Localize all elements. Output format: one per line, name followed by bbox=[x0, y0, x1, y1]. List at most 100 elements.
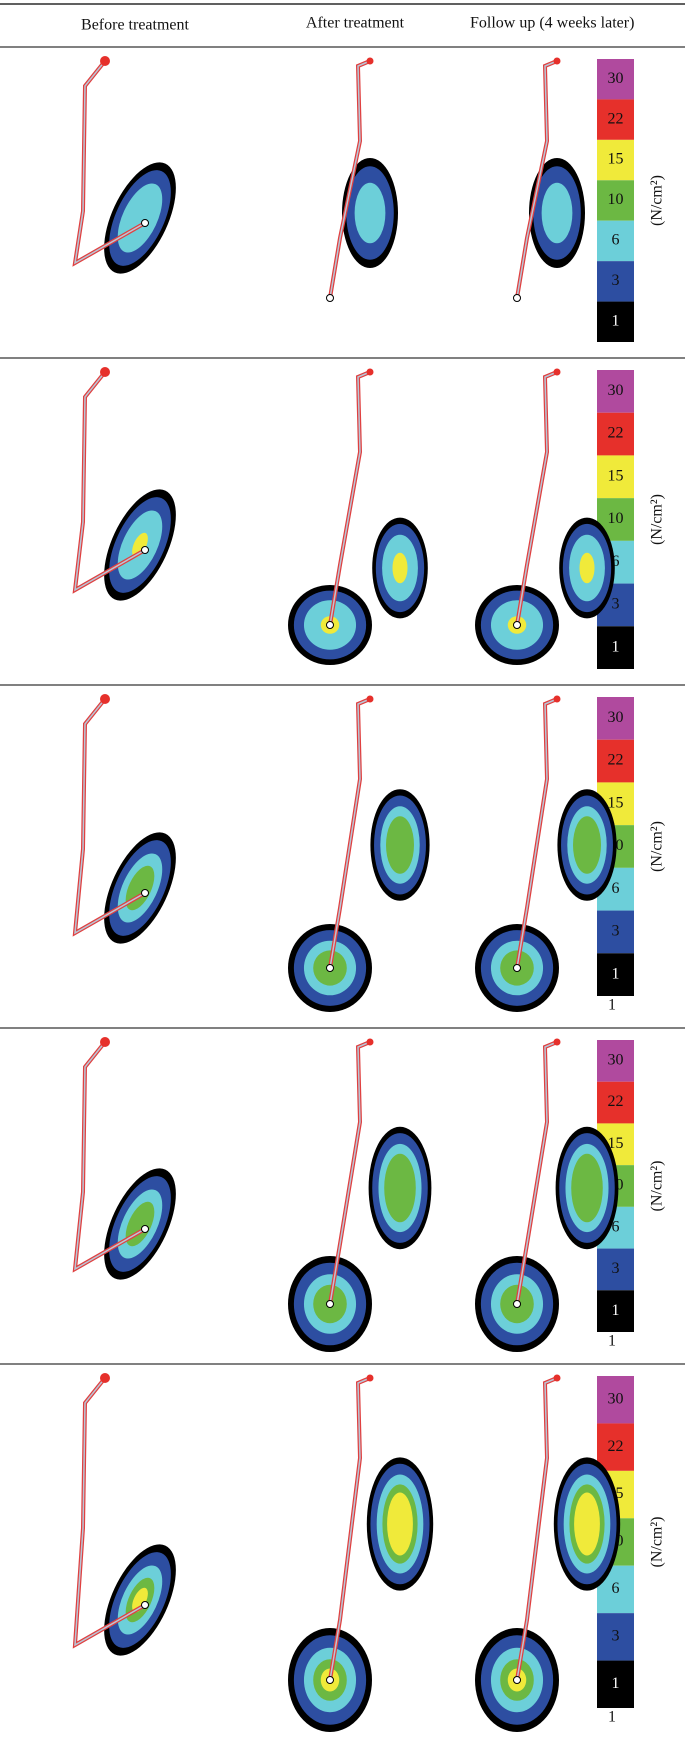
scale-swatch bbox=[597, 697, 634, 740]
scale-swatch bbox=[597, 370, 634, 413]
pressure-region bbox=[579, 552, 595, 584]
scale-label: 1 bbox=[612, 312, 620, 329]
trajectory-end bbox=[141, 219, 149, 227]
footprint bbox=[475, 1038, 619, 1352]
scale-swatch bbox=[597, 220, 634, 262]
scale-label: 22 bbox=[608, 1438, 624, 1455]
trajectory bbox=[329, 698, 371, 969]
trajectory-end bbox=[513, 1300, 521, 1308]
scale-label: 3 bbox=[612, 923, 620, 940]
scale-swatch bbox=[597, 1613, 634, 1661]
trajectory-end bbox=[326, 621, 334, 629]
scale-swatch bbox=[597, 139, 634, 181]
scale-label: 3 bbox=[612, 272, 620, 289]
scale-label: 3 bbox=[612, 596, 620, 613]
trajectory bbox=[74, 698, 146, 935]
scale-label: 22 bbox=[608, 425, 624, 442]
scale-swatch bbox=[597, 261, 634, 302]
scale-label: 1 bbox=[612, 965, 620, 982]
footprint bbox=[475, 695, 617, 1012]
trajectory bbox=[516, 1041, 558, 1305]
scale-label: 1 bbox=[612, 1675, 620, 1692]
trajectory-end bbox=[326, 1300, 334, 1308]
trajectory-start bbox=[100, 1037, 110, 1047]
scale-label: 6 bbox=[612, 880, 620, 897]
trajectory-start bbox=[366, 368, 374, 376]
footprint bbox=[288, 695, 430, 1012]
trajectory-start bbox=[100, 694, 110, 704]
scale-label: 15 bbox=[608, 151, 624, 168]
footprint bbox=[513, 57, 585, 302]
trajectory-start bbox=[553, 1038, 561, 1046]
scale-footnote: 1 bbox=[608, 997, 616, 1014]
trajectory bbox=[329, 371, 371, 626]
scale-swatch bbox=[597, 1290, 634, 1332]
scale-swatch bbox=[597, 910, 634, 954]
trajectory-end bbox=[513, 294, 521, 302]
scale-label: 6 bbox=[612, 1580, 620, 1597]
trajectory-end bbox=[513, 621, 521, 629]
scale-label: 15 bbox=[608, 794, 624, 811]
trajectory bbox=[516, 1377, 558, 1681]
scale-label: 30 bbox=[608, 382, 624, 399]
scale-footnote: 1 bbox=[608, 1709, 616, 1726]
trajectory-end bbox=[141, 1225, 149, 1233]
scale-unit: (N/cm²) bbox=[649, 821, 666, 872]
trajectory-start bbox=[100, 367, 110, 377]
trajectory-end bbox=[326, 964, 334, 972]
trajectory-end bbox=[326, 294, 334, 302]
scale-label: 15 bbox=[608, 1135, 624, 1152]
footprint bbox=[72, 56, 176, 274]
footprint bbox=[72, 367, 176, 601]
pressure-region bbox=[132, 1587, 148, 1613]
scale-label: 30 bbox=[608, 709, 624, 726]
scale-swatch bbox=[597, 1660, 634, 1708]
trajectory bbox=[329, 1041, 371, 1305]
scale-swatch bbox=[597, 1040, 634, 1082]
trajectory bbox=[74, 371, 146, 592]
scale-swatch bbox=[597, 1376, 634, 1424]
footprint bbox=[72, 1373, 176, 1656]
scale-label: 10 bbox=[608, 191, 624, 208]
trajectory-start bbox=[553, 368, 561, 376]
scale-label: 1 bbox=[612, 638, 620, 655]
pressure-region bbox=[574, 1492, 600, 1556]
scale-swatch bbox=[597, 953, 634, 996]
scale-swatch bbox=[597, 1248, 634, 1291]
column-header: After treatment bbox=[306, 15, 405, 32]
scale-swatch bbox=[597, 59, 634, 100]
scale-label: 30 bbox=[608, 1390, 624, 1407]
pressure-region bbox=[384, 1153, 416, 1223]
trajectory-end bbox=[141, 1601, 149, 1609]
trajectory bbox=[74, 1377, 146, 1647]
scale-unit: (N/cm²) bbox=[649, 1161, 666, 1212]
scale-label: 6 bbox=[612, 553, 620, 570]
trajectory-start bbox=[366, 1038, 374, 1046]
scale-label: 30 bbox=[608, 70, 624, 87]
trajectory bbox=[516, 371, 558, 626]
scale-label: 6 bbox=[612, 1218, 620, 1235]
scale-unit: (N/cm²) bbox=[649, 175, 666, 226]
scale-unit: (N/cm²) bbox=[649, 494, 666, 545]
scale-footnote: 1 bbox=[608, 1333, 616, 1350]
trajectory-end bbox=[513, 1676, 521, 1684]
pressure-region bbox=[541, 182, 573, 244]
trajectory-start bbox=[366, 57, 374, 65]
footprint bbox=[288, 1374, 434, 1732]
footprint bbox=[475, 368, 615, 665]
footprint bbox=[288, 368, 428, 665]
scale-swatch bbox=[597, 301, 634, 342]
trajectory-end bbox=[141, 889, 149, 897]
pressure-region bbox=[571, 1153, 603, 1223]
trajectory bbox=[74, 60, 146, 265]
footprint bbox=[288, 1038, 432, 1352]
pressure-region bbox=[392, 552, 408, 584]
trajectory-end bbox=[141, 546, 149, 554]
trajectory bbox=[74, 1041, 146, 1271]
scale-label: 3 bbox=[612, 1260, 620, 1277]
scale-swatch bbox=[597, 1423, 634, 1471]
trajectory-end bbox=[513, 964, 521, 972]
scale-swatch bbox=[597, 412, 634, 456]
column-header: Before treatment bbox=[81, 17, 190, 34]
trajectory-start bbox=[553, 57, 561, 65]
